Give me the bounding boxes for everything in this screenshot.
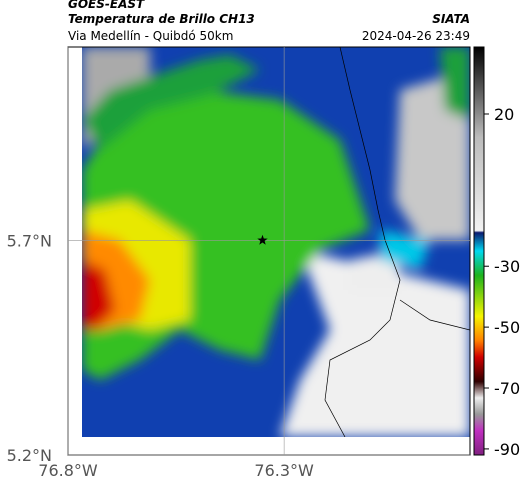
- colorbar-tick-label: -50: [494, 318, 520, 337]
- source: GOES-EAST: [68, 0, 145, 11]
- agency: SIATA: [432, 12, 470, 26]
- subtitle: Via Medellín - Quibdó 50km: [68, 29, 233, 43]
- colorbar-tick-label: 20: [494, 105, 514, 124]
- y-tick-label: 5.2°N: [7, 446, 52, 465]
- y-tick-label: 5.7°N: [7, 231, 52, 250]
- timestamp: 2024-04-26 23:49: [362, 29, 470, 43]
- station-marker: [257, 234, 268, 245]
- colorbar-tick-label: -30: [494, 257, 520, 276]
- colorbar-tick-label: -90: [494, 440, 520, 459]
- colorbar: [473, 46, 485, 456]
- x-tick-label: 76.3°W: [254, 461, 314, 480]
- colorbar-tick-label: -70: [494, 379, 520, 398]
- title: Temperatura de Brillo CH13: [68, 12, 255, 26]
- satellite-image: [82, 47, 470, 437]
- x-tick-label: 76.8°W: [38, 461, 98, 480]
